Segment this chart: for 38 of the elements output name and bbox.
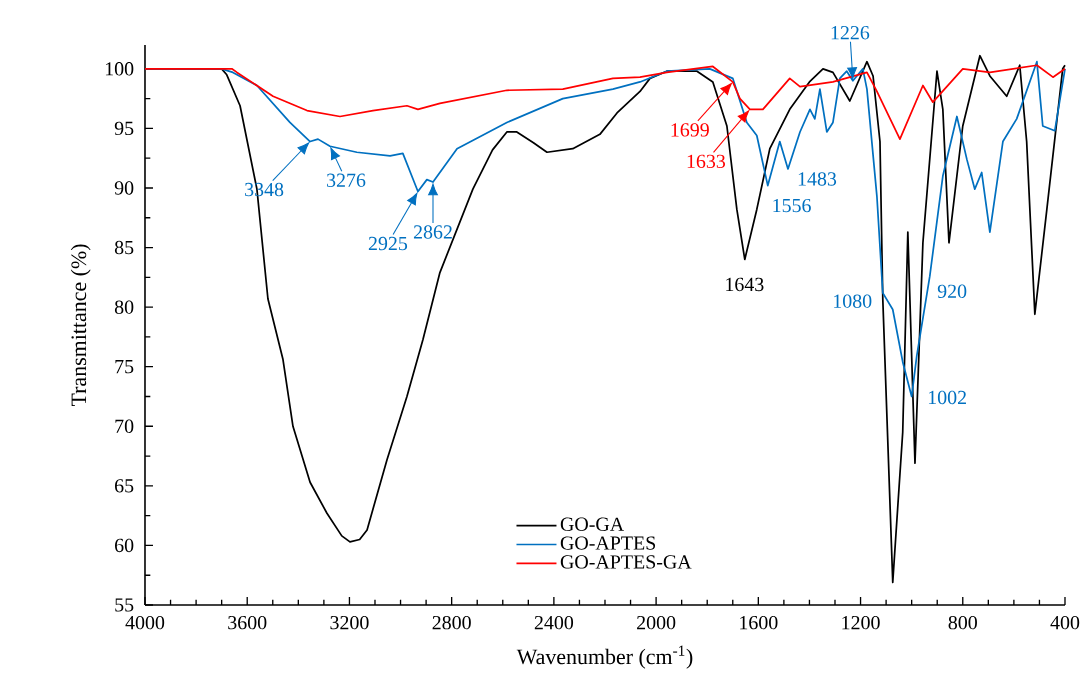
annotation: 1556 xyxy=(773,198,811,213)
legend-label: GO-APTES xyxy=(560,536,656,550)
x-tick-label: 1600 xyxy=(740,615,778,630)
x-tick-label: 1200 xyxy=(842,615,880,630)
annotation: 1002 xyxy=(928,390,966,405)
y-tick-label: 65 xyxy=(115,479,134,493)
x-tick-label: 800 xyxy=(948,615,977,630)
y-tick-label: 90 xyxy=(114,181,134,195)
annotation: 920 xyxy=(937,284,967,299)
line-series xyxy=(144,64,1066,140)
y-tick-label: 100 xyxy=(105,62,134,76)
y-tick-label: 85 xyxy=(114,240,134,255)
legend-label: GO-APTES-GA xyxy=(560,555,692,569)
annotation: 1699 xyxy=(671,123,709,137)
x-tick-label: 4000 xyxy=(125,615,165,630)
x-tick-label: 3200 xyxy=(330,615,369,630)
x-tick-label: 2400 xyxy=(534,615,574,630)
x-tick-label: 2800 xyxy=(432,615,471,630)
annotation: 2862 xyxy=(413,225,452,239)
y-tick-label: 70 xyxy=(115,419,134,433)
annotation: 1633 xyxy=(687,154,726,169)
x-tick-label: 400 xyxy=(1050,615,1080,630)
y-tick-label: 95 xyxy=(114,121,134,136)
annotation: 1483 xyxy=(798,172,837,186)
y-tick-label: 80 xyxy=(114,300,134,314)
annotation: 1226 xyxy=(831,26,870,40)
x-tick-label: 3600 xyxy=(228,615,267,630)
y-tick-label: 60 xyxy=(115,538,134,553)
y-axis-title: Transmittance (%) xyxy=(70,244,91,407)
y-tick-label: 75 xyxy=(115,360,134,374)
annotation: 3276 xyxy=(327,173,366,187)
annotation: 1080 xyxy=(834,294,872,308)
x-axis-title: Wavenumber (cm$^{-1}$) xyxy=(516,645,693,669)
y-tick-label: 55 xyxy=(115,598,134,612)
x-tick-label: 2000 xyxy=(637,615,676,630)
legend-label: GO-GA xyxy=(560,517,625,531)
annotation: 2925 xyxy=(368,236,408,251)
annotation: 1643 xyxy=(726,277,764,292)
